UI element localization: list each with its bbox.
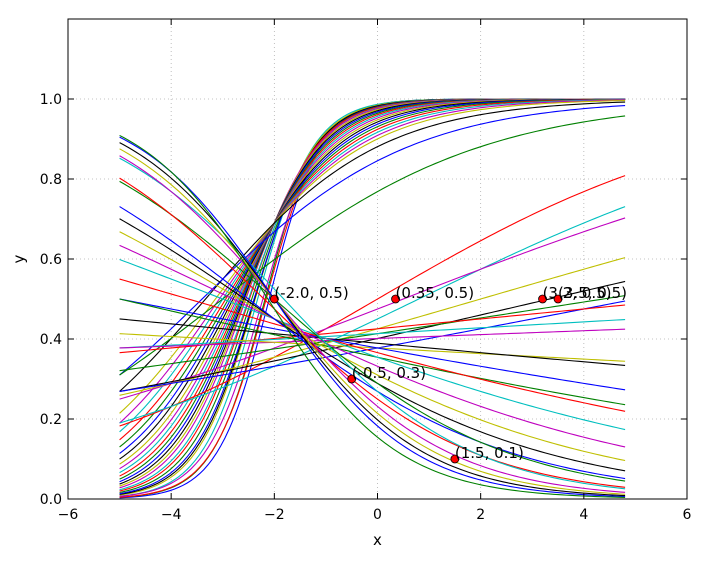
sigmoid-curve	[119, 259, 626, 431]
data-point-marker	[391, 294, 400, 304]
sigmoid-curve	[119, 175, 626, 427]
sigmoid-curve	[119, 318, 626, 349]
y-tick-label: 0.2	[40, 412, 62, 428]
x-tick-label: −2	[264, 507, 285, 523]
y-tick-label: 0.0	[40, 492, 62, 508]
sigmoid-curve	[119, 298, 626, 406]
y-tick-label: 1.0	[40, 92, 62, 108]
sigmoid-curve	[119, 155, 626, 493]
sigmoid-curve	[119, 136, 626, 498]
x-tick-label: −6	[58, 507, 79, 523]
sigmoid-curve	[119, 217, 626, 400]
sigmoid-curve	[119, 157, 626, 490]
sigmoid-curve	[119, 244, 626, 448]
sigmoid-curve	[119, 318, 626, 366]
data-point-label: (-2.0, 0.5)	[274, 284, 348, 302]
y-axis-label: y	[10, 254, 28, 263]
data-point-label: (3.5, 0.5)	[558, 284, 627, 302]
sigmoid-curve	[119, 206, 626, 480]
x-tick-label: 6	[683, 507, 692, 523]
sigmoid-curve	[119, 177, 626, 488]
sigmoid-curve	[119, 134, 626, 498]
sigmoid-curve	[119, 99, 626, 414]
sigmoid-curve	[119, 180, 626, 482]
y-tick-label: 0.8	[40, 172, 62, 188]
y-tick-label: 0.4	[40, 332, 62, 348]
x-axis-label: x	[373, 531, 382, 549]
sigmoid-curve	[119, 104, 626, 376]
data-point-label: (1.5, 0.1)	[455, 444, 524, 462]
sigmoid-curve	[119, 333, 626, 362]
sigmoid-curve	[119, 218, 626, 472]
data-point-marker	[538, 294, 547, 304]
sigmoid-curve	[119, 115, 626, 376]
axis-ticks: −6 −4 −2 0 2 4 6 0.0 0.2 0.4 0.6 0.8 1.0	[40, 19, 692, 523]
x-tick-label: 4	[579, 507, 588, 523]
marked-points: (-2.0, 0.5) (0.35, 0.5) (3.2, 0.5)(3.5, 0.…	[269, 284, 627, 464]
data-point-label: (-0.5, 0.3)	[352, 364, 426, 382]
data-point-label: (0.35, 0.5)	[396, 284, 475, 302]
sigmoid-curve	[119, 298, 626, 391]
x-tick-label: −4	[161, 507, 182, 523]
sigmoid-curve	[119, 231, 626, 462]
sigmoid-curve	[119, 148, 626, 495]
y-tick-label: 0.6	[40, 252, 62, 268]
curves	[119, 98, 626, 499]
sigmoid-curve	[119, 101, 626, 392]
sigmoid-curve	[119, 278, 626, 412]
sigmoid-curve	[119, 99, 626, 433]
sigmoid-curve	[119, 99, 626, 441]
sigmoid-curve	[119, 300, 626, 392]
data-point-marker	[553, 294, 563, 304]
data-point-marker	[347, 374, 357, 384]
sigmoid-curve	[119, 206, 626, 424]
sigmoid-curve	[119, 328, 626, 349]
sigmoid-curve	[119, 99, 626, 424]
sigmoid-curve	[119, 142, 626, 497]
x-tick-label: 0	[373, 507, 382, 523]
x-tick-label: 2	[476, 507, 485, 523]
data-point-marker	[450, 454, 460, 464]
data-point-marker	[269, 294, 279, 304]
